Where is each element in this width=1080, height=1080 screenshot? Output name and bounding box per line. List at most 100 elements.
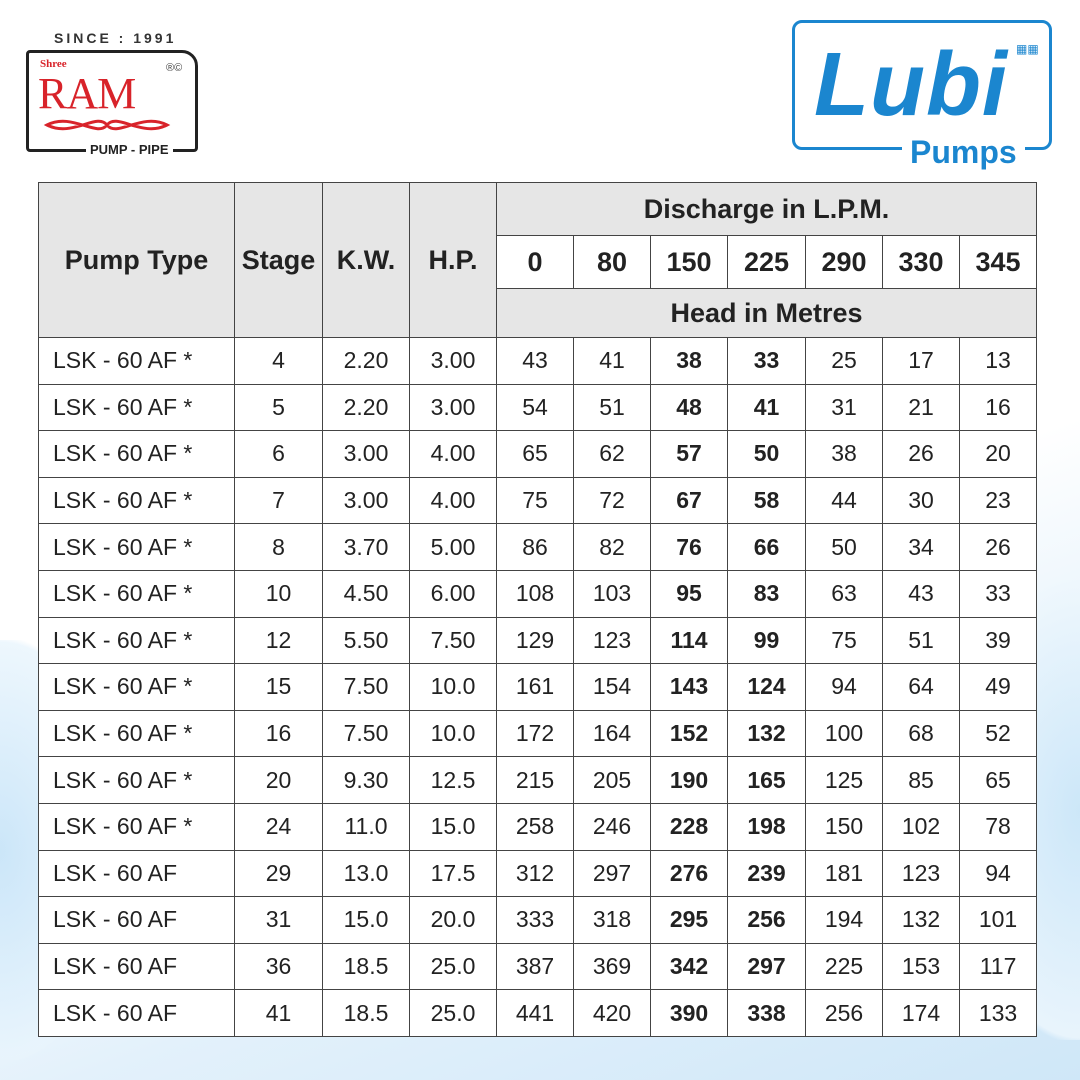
cell-head-value: 65 [496, 430, 574, 478]
cell-head-value: 54 [496, 383, 574, 432]
cell-hp: 5.00 [409, 523, 497, 571]
shree-text: Shree [40, 58, 67, 70]
cell-head-value: 62 [573, 430, 651, 478]
cell-head-value: 38 [805, 430, 883, 478]
cell-head-value: 21 [882, 383, 960, 432]
cell-hp: 20.0 [409, 896, 497, 944]
cell-head-value: 33 [958, 569, 1038, 618]
cell-head-value: 41 [573, 337, 651, 385]
cell-head-value: 44 [805, 476, 883, 525]
swirl-icon [43, 119, 171, 131]
cell-head-value: 43 [496, 337, 574, 385]
cell-pump-type: LSK - 60 AF * [38, 523, 235, 571]
cell-head-value: 75 [805, 616, 883, 665]
cell-head-value: 103 [573, 569, 651, 618]
cell-head-value: 215 [496, 756, 574, 804]
header-discharge-value: 290 [805, 235, 883, 289]
table-row: LSK - 60 AF * 15 7.50 10.0 161 154 143 124 94 64 4… [38, 663, 1038, 711]
cell-kw: 4.50 [322, 569, 410, 618]
cell-stage: 20 [234, 756, 323, 804]
header-discharge-value: 225 [727, 235, 806, 289]
cell-head-value: 39 [958, 616, 1038, 665]
table-row: LSK - 60 AF * 20 9.30 12.5 215 205 190 165 125 85… [38, 756, 1038, 804]
cell-stage: 7 [234, 476, 323, 525]
cell-head-value: 369 [573, 942, 651, 991]
cell-head-value: 256 [805, 989, 883, 1037]
cell-kw: 7.50 [322, 709, 410, 758]
cell-hp: 4.00 [409, 430, 497, 478]
cell-pump-type: LSK - 60 AF * [38, 709, 235, 758]
cell-stage: 36 [234, 942, 323, 991]
table-row: LSK - 60 AF * 16 7.50 10.0 172 164 152 132 100 68… [38, 709, 1038, 758]
header-discharge-value: 80 [573, 235, 651, 289]
cell-head-value: 132 [882, 896, 960, 944]
cell-head-value: 86 [496, 523, 574, 571]
header-hp: H.P. [409, 182, 497, 338]
cell-hp: 17.5 [409, 849, 497, 898]
cell-head-value: 338 [727, 989, 806, 1037]
cell-head-value: 125 [805, 756, 883, 804]
cell-stage: 10 [234, 569, 323, 618]
cell-pump-type: LSK - 60 AF [38, 896, 235, 944]
cell-head-value: 150 [805, 802, 883, 851]
cell-pump-type: LSK - 60 AF [38, 989, 235, 1037]
cell-head-value: 117 [958, 942, 1038, 991]
cell-head-value: 51 [882, 616, 960, 665]
cell-head-value: 26 [958, 523, 1038, 571]
cell-head-value: 26 [882, 430, 960, 478]
cell-head-value: 228 [650, 802, 728, 851]
cell-head-value: 95 [650, 569, 728, 618]
cell-head-value: 102 [882, 802, 960, 851]
cell-hp: 4.00 [409, 476, 497, 525]
header-stage: Stage [234, 182, 323, 338]
cell-head-value: 17 [882, 337, 960, 385]
cell-hp: 3.00 [409, 383, 497, 432]
cell-head-value: 387 [496, 942, 574, 991]
cell-head-value: 143 [650, 663, 728, 711]
cell-head-value: 99 [727, 616, 806, 665]
cell-kw: 3.00 [322, 476, 410, 525]
cell-head-value: 295 [650, 896, 728, 944]
cell-kw: 13.0 [322, 849, 410, 898]
cell-kw: 9.30 [322, 756, 410, 804]
cell-head-value: 390 [650, 989, 728, 1037]
cell-head-value: 124 [727, 663, 806, 711]
cell-head-value: 205 [573, 756, 651, 804]
cell-head-value: 181 [805, 849, 883, 898]
cell-head-value: 72 [573, 476, 651, 525]
cell-kw: 3.00 [322, 430, 410, 478]
cell-head-value: 82 [573, 523, 651, 571]
cell-kw: 2.20 [322, 337, 410, 385]
cell-kw: 5.50 [322, 616, 410, 665]
table-row: LSK - 60 AF * 12 5.50 7.50 129 123 114 99 75 51 39 [38, 616, 1038, 665]
cell-kw: 3.70 [322, 523, 410, 571]
cell-hp: 25.0 [409, 989, 497, 1037]
header-kw: K.W. [322, 182, 410, 338]
cell-kw: 18.5 [322, 989, 410, 1037]
cell-head-value: 52 [958, 709, 1038, 758]
header-discharge-value: 345 [958, 235, 1038, 289]
table-row: LSK - 60 AF * 4 2.20 3.00 43 41 38 33 25 17 13 [38, 337, 1038, 385]
cell-hp: 15.0 [409, 802, 497, 851]
header-discharge-value: 0 [496, 235, 574, 289]
table-row: LSK - 60 AF * 24 11.0 15.0 258 246 228 198 150 10… [38, 802, 1038, 851]
cell-head-value: 132 [727, 709, 806, 758]
table-row: LSK - 60 AF 41 18.5 25.0 441 420 390 338 256 174 1… [38, 989, 1038, 1037]
cell-kw: 18.5 [322, 942, 410, 991]
cell-head-value: 190 [650, 756, 728, 804]
cell-stage: 4 [234, 337, 323, 385]
cell-kw: 11.0 [322, 802, 410, 851]
cell-head-value: 258 [496, 802, 574, 851]
header-pump-type: Pump Type [38, 182, 235, 338]
cell-head-value: 318 [573, 896, 651, 944]
cell-head-value: 66 [727, 523, 806, 571]
cell-head-value: 78 [958, 802, 1038, 851]
shree-ram-logo: SINCE : 1991 Shree RAM ®© PUMP - PIPE [26, 28, 206, 158]
cell-pump-type: LSK - 60 AF [38, 942, 235, 991]
table-row: LSK - 60 AF * 5 2.20 3.00 54 51 48 41 31 21 16 [38, 383, 1038, 432]
cell-hp: 7.50 [409, 616, 497, 665]
cell-stage: 31 [234, 896, 323, 944]
cell-head-value: 23 [958, 476, 1038, 525]
cell-head-value: 342 [650, 942, 728, 991]
cell-head-value: 333 [496, 896, 574, 944]
